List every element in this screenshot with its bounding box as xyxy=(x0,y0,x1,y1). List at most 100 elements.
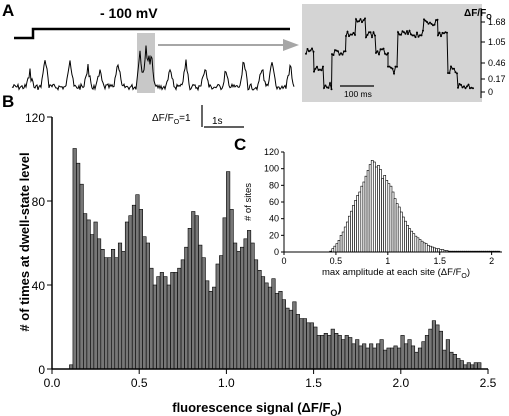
inset-point xyxy=(356,20,359,23)
inset-point xyxy=(316,65,318,68)
bar xyxy=(421,341,426,370)
y-tick-label: 80 xyxy=(269,180,279,190)
bar xyxy=(285,307,290,370)
bar xyxy=(406,225,409,253)
inset-point xyxy=(417,35,420,38)
x-tick-label: 2 xyxy=(489,256,494,266)
histogram-b-ylabel: # of times at dwell-state level xyxy=(17,152,32,331)
inset-point xyxy=(408,29,411,32)
bar xyxy=(339,235,343,253)
inset-point xyxy=(344,50,347,53)
bar xyxy=(426,245,430,253)
bar xyxy=(177,267,182,370)
y-tick-label: 40 xyxy=(269,214,279,224)
inset-point xyxy=(398,33,401,36)
inset-level-label: 0 xyxy=(488,87,493,97)
bar xyxy=(302,318,307,370)
bar xyxy=(208,290,213,370)
bar xyxy=(369,343,374,370)
inset-point xyxy=(387,52,389,55)
bar xyxy=(271,278,276,370)
inset-point xyxy=(443,32,445,35)
bar xyxy=(138,209,143,370)
bar xyxy=(352,205,355,253)
inset-point xyxy=(364,17,366,20)
inset-point xyxy=(384,52,386,55)
bar xyxy=(372,347,377,370)
inset-point xyxy=(453,67,455,70)
bar xyxy=(410,345,416,370)
bar xyxy=(187,228,192,370)
y-tick-label: 40 xyxy=(32,279,46,293)
voltage-step-line xyxy=(14,27,290,40)
bar xyxy=(385,180,389,253)
inset-point xyxy=(355,18,357,21)
bar xyxy=(100,249,105,370)
y-tick-label: 120 xyxy=(264,147,279,157)
bar xyxy=(170,272,175,370)
inset-point xyxy=(394,65,397,68)
bar xyxy=(424,243,428,253)
inset-point xyxy=(450,65,452,68)
bar xyxy=(402,216,405,253)
bar xyxy=(313,326,318,370)
bar xyxy=(333,245,337,253)
bar xyxy=(250,242,255,370)
inset-point xyxy=(375,51,377,54)
scalebar-y-label: ΔF/FO=1 xyxy=(152,113,191,126)
y-tick-label: 0 xyxy=(274,247,279,257)
bar xyxy=(397,347,402,370)
inset-point xyxy=(313,70,315,73)
inset-point xyxy=(426,21,428,23)
bar xyxy=(431,320,436,370)
inset-point xyxy=(329,82,331,85)
bar xyxy=(111,249,116,370)
inset-point xyxy=(464,87,467,90)
bar xyxy=(215,263,220,370)
bar xyxy=(341,339,346,370)
inset-point xyxy=(335,49,338,52)
bar xyxy=(323,332,328,370)
bar xyxy=(257,269,262,370)
inset-point xyxy=(404,32,407,35)
inset-point xyxy=(330,88,333,91)
panel-b-letter: B xyxy=(2,92,14,111)
bar xyxy=(212,286,217,370)
bar xyxy=(350,210,353,253)
bar xyxy=(351,343,356,370)
inset-point xyxy=(420,34,423,37)
bar xyxy=(233,242,238,370)
inset-point xyxy=(463,85,465,88)
inset-point xyxy=(427,22,430,25)
bar xyxy=(424,335,430,370)
bar xyxy=(274,293,280,370)
bar xyxy=(292,301,297,370)
bar xyxy=(131,204,137,370)
inset-point xyxy=(448,72,451,75)
histogram-c-ylabel: # of sites xyxy=(243,183,254,221)
bar xyxy=(288,309,293,370)
bar xyxy=(410,230,414,253)
inset-point xyxy=(424,19,427,22)
inset-point xyxy=(382,47,385,50)
bar xyxy=(226,171,231,370)
y-tick-label: 0 xyxy=(38,363,45,377)
bar xyxy=(334,332,339,370)
bar xyxy=(229,209,234,370)
inset-point xyxy=(314,67,317,70)
bar xyxy=(362,343,367,370)
bar xyxy=(152,284,157,370)
bar xyxy=(156,276,161,370)
bar xyxy=(219,255,224,370)
inset-point xyxy=(430,22,433,25)
inset-point xyxy=(312,50,315,53)
inset-point xyxy=(351,33,353,36)
inset-point xyxy=(413,34,415,37)
bar xyxy=(145,242,150,370)
histogram-c-bars xyxy=(329,160,501,253)
inset-point xyxy=(435,19,437,22)
x-tick-label: 2.5 xyxy=(480,376,497,390)
bar xyxy=(445,339,450,370)
bar xyxy=(309,322,314,370)
inset-point xyxy=(447,72,449,74)
